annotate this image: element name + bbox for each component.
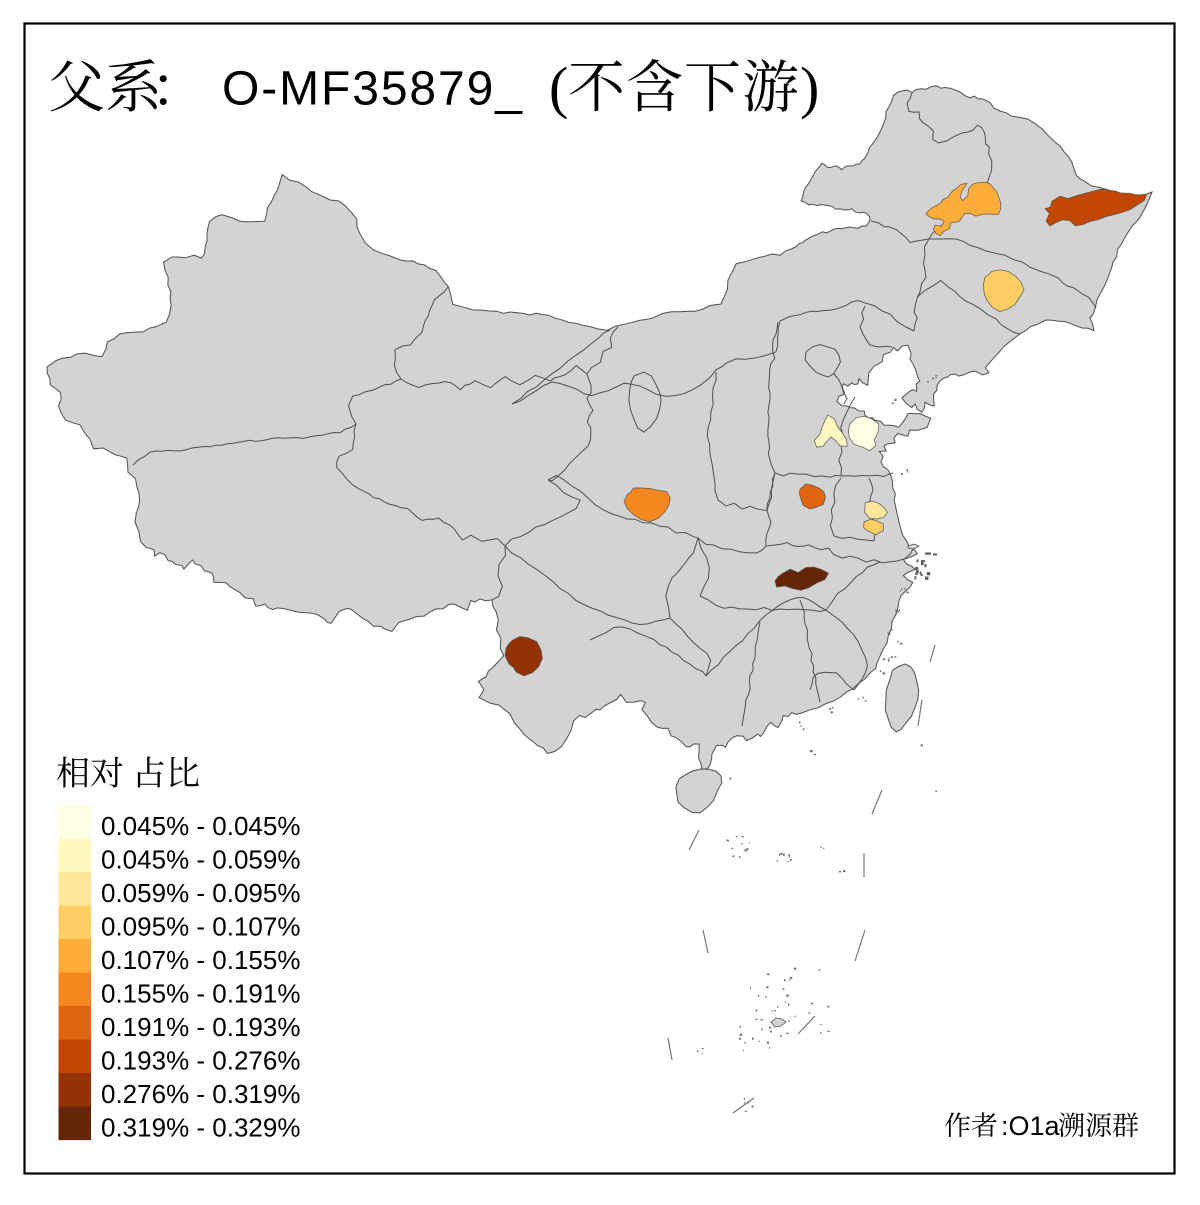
svg-text:0.193% - 0.276%: 0.193% - 0.276% xyxy=(101,1046,300,1076)
svg-text:0.191% - 0.193%: 0.191% - 0.193% xyxy=(101,1012,300,1042)
svg-text:): ) xyxy=(800,55,819,120)
svg-text:O-MF35879_: O-MF35879_ xyxy=(222,63,524,116)
svg-text:0.059% - 0.095%: 0.059% - 0.095% xyxy=(101,878,300,908)
svg-text:0.095% - 0.107%: 0.095% - 0.107% xyxy=(101,912,300,942)
svg-text:0.276% - 0.319%: 0.276% - 0.319% xyxy=(101,1079,300,1109)
svg-text:0.319% - 0.329%: 0.319% - 0.329% xyxy=(101,1113,300,1143)
svg-text:0.107% - 0.155%: 0.107% - 0.155% xyxy=(101,945,300,975)
svg-text::O1a: :O1a xyxy=(1001,1111,1061,1141)
svg-text:(: ( xyxy=(549,55,568,120)
svg-text:0.155% - 0.191%: 0.155% - 0.191% xyxy=(101,979,300,1009)
svg-text:0.045% - 0.059%: 0.045% - 0.059% xyxy=(101,845,300,875)
svg-text:0.045% - 0.045%: 0.045% - 0.045% xyxy=(101,811,300,841)
